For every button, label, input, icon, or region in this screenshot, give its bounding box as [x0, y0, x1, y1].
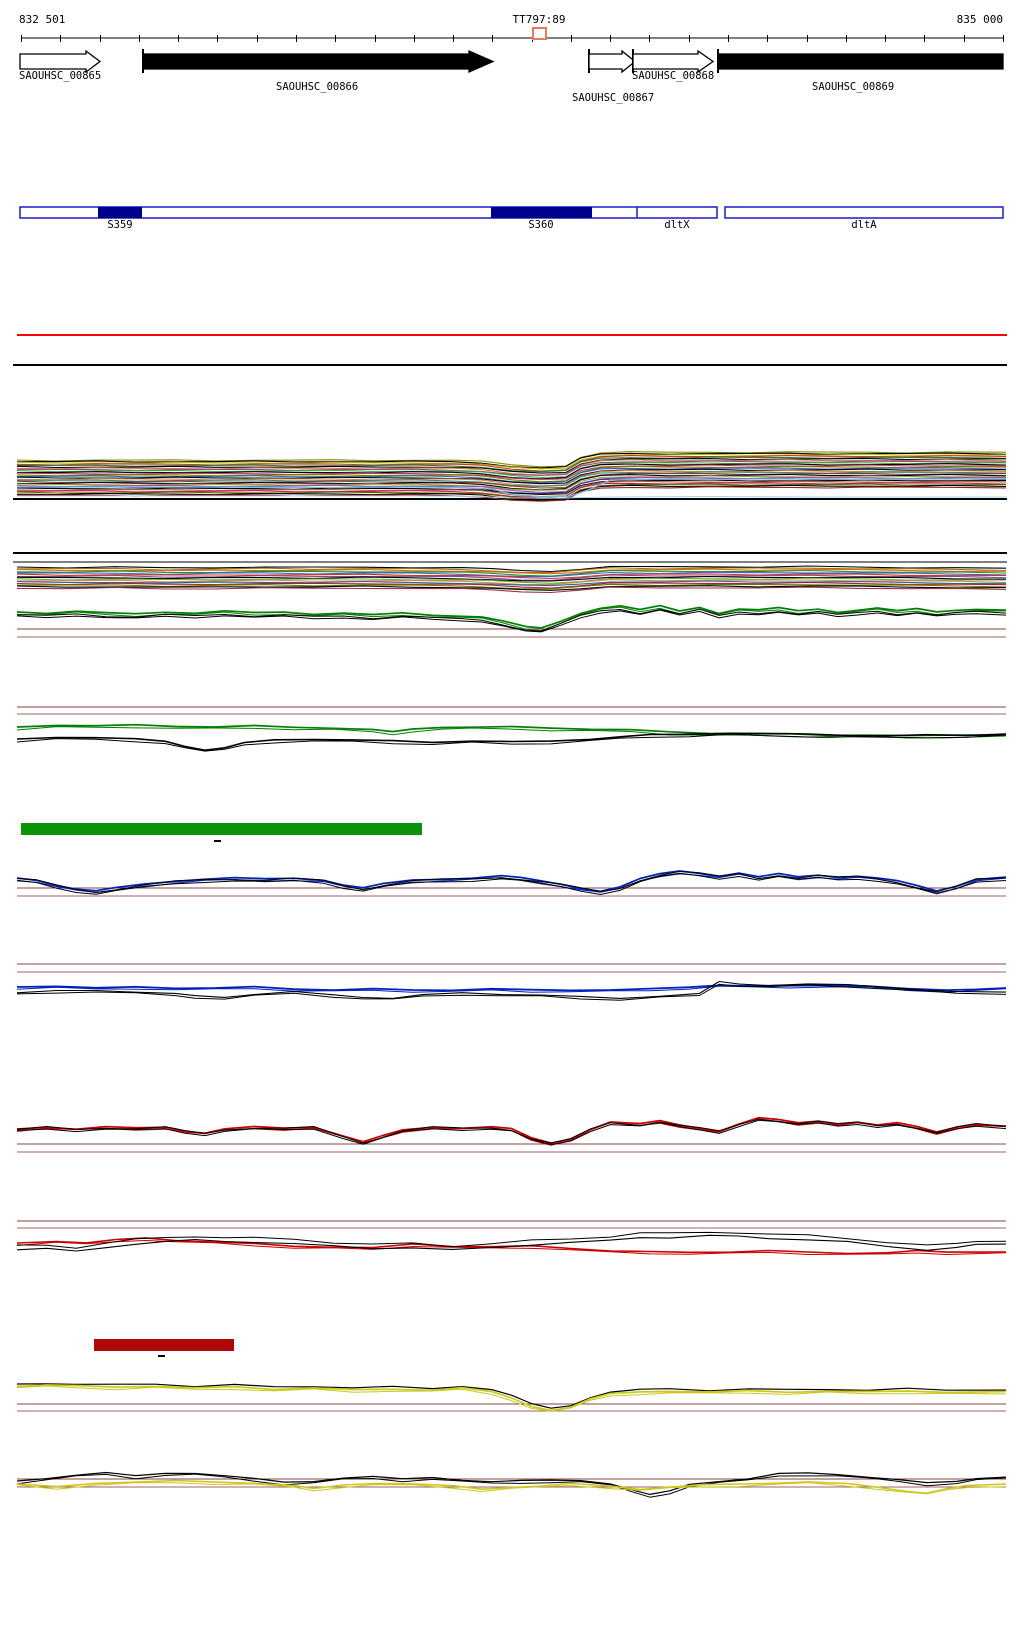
- green-coverage-lower-line: [16, 723, 1006, 737]
- blue-coverage-upper-line: [16, 870, 1007, 894]
- red-coverage-lower-line: [16, 1231, 1007, 1249]
- gene-arrow-SAOUHSC_00869[interactable]: [717, 53, 1004, 70]
- coverage-cluster-main-line: [16, 479, 1007, 495]
- red-coverage-lower-line: [16, 1237, 1006, 1255]
- yellow-coverage-upper-line: [16, 1384, 1007, 1412]
- green-coverage-upper-line: [16, 609, 1007, 633]
- coverage-cluster-main-line: [16, 475, 1007, 491]
- feature-box[interactable]: [724, 206, 1004, 219]
- yellow-coverage-lower-line: [16, 1473, 1007, 1498]
- coverage-cluster-main-line: [16, 484, 1007, 502]
- yellow-coverage-upper-line: [16, 1383, 1007, 1409]
- coverage-cluster-main-line: [16, 482, 1007, 498]
- coverage-cluster-main-line: [16, 473, 1007, 491]
- variant-marker[interactable]: [532, 27, 547, 40]
- gene-label: SAOUHSC_00865: [19, 70, 101, 82]
- gene-arrow-SAOUHSC_00867[interactable]: [588, 49, 637, 74]
- gene-label: SAOUHSC_00868: [632, 70, 714, 82]
- gene-label: SAOUHSC_00867: [572, 92, 654, 104]
- coverage-cluster-main-line: [16, 459, 1007, 476]
- feature-label: dltA: [851, 219, 877, 231]
- coverage-cluster-main-line: [17, 471, 1007, 487]
- green-range-bar-tick: [214, 840, 221, 842]
- gene-arrow-SAOUHSC_00865[interactable]: [19, 49, 102, 74]
- feature-segment[interactable]: [491, 207, 592, 218]
- coverage-cluster-band-line: [16, 586, 1007, 594]
- dark-red-range-bar-tick: [158, 1355, 165, 1357]
- blue-coverage-lower-line: [16, 985, 1007, 993]
- coverage-cluster-band-line: [16, 565, 1007, 573]
- black-coverage-lower-line: [16, 732, 1007, 752]
- coverage-cluster-band-line: [16, 568, 1007, 575]
- gene-label: SAOUHSC_00869: [812, 81, 894, 93]
- blue-coverage-lower-line: [16, 980, 1007, 999]
- green-coverage-upper-line: [16, 606, 1007, 632]
- coverage-cluster-band-line: [16, 577, 1007, 584]
- coverage-cluster-main-line: [16, 469, 1007, 487]
- feature-label: S360: [528, 219, 553, 231]
- red-coverage-upper-line: [16, 1118, 1007, 1144]
- ruler-start-coordinate: 832 501: [19, 13, 66, 26]
- coverage-cluster-band-line: [16, 580, 1007, 587]
- feature-label: dltX: [664, 219, 690, 231]
- ruler-end-coordinate: 835 000: [956, 13, 1003, 26]
- yellow-coverage-lower-line: [16, 1482, 1007, 1495]
- red-coverage-lower-line: [16, 1234, 1007, 1252]
- coverage-cluster-main-line: [16, 486, 1007, 502]
- coverage-cluster-main-line: [16, 465, 1007, 483]
- green-coverage-upper-line: [16, 608, 1007, 632]
- coverage-cluster-main-line: [16, 457, 1007, 474]
- coverage-cluster-main-line: [16, 456, 1007, 473]
- red-coverage-upper-line: [16, 1119, 1007, 1145]
- blue-coverage-lower-line: [16, 983, 1007, 1001]
- coverage-cluster-band-line: [16, 581, 1007, 589]
- coverage-cluster-band-line: [16, 575, 1007, 582]
- coverage-cluster-band-line: [16, 583, 1007, 590]
- blue-coverage-lower-line: [16, 984, 1007, 992]
- green-coverage-upper-line: [16, 604, 1007, 629]
- feature-segment[interactable]: [98, 207, 142, 218]
- coverage-cluster-main-line: [16, 472, 1007, 489]
- coverage-cluster-main-line: [16, 460, 1007, 477]
- black-coverage-lower-line: [16, 733, 1007, 752]
- feature-label: S359: [107, 219, 132, 231]
- coverage-cluster-main-line: [16, 464, 1007, 481]
- coverage-cluster-main-line: [16, 468, 1007, 485]
- coverage-cluster-main-line: [16, 453, 1007, 470]
- green-range-bar[interactable]: [21, 823, 422, 835]
- skyblue-coverage-line: [17, 495, 1006, 499]
- coverage-cluster-main-line: [16, 462, 1007, 479]
- coverage-cluster-main-line: [17, 463, 1007, 480]
- gene-arrow-SAOUHSC_00866[interactable]: [142, 50, 495, 73]
- blue-coverage-upper-line: [16, 872, 1007, 895]
- coverage-cluster-main-line: [16, 467, 1007, 484]
- coverage-cluster-band-line: [16, 569, 1007, 577]
- coverage-cluster-main-line: [16, 476, 1006, 493]
- coverage-cluster-band-line: [16, 567, 1007, 573]
- coverage-cluster-main-line: [16, 455, 1007, 472]
- yellow-coverage-lower-line: [16, 1471, 1007, 1496]
- gene-arrow-SAOUHSC_00868[interactable]: [632, 49, 715, 74]
- dark-red-range-bar[interactable]: [94, 1339, 234, 1351]
- coverage-cluster-band-line: [17, 574, 1007, 581]
- coverage-cluster-band-line: [16, 573, 1007, 580]
- coverage-cluster-band-line: [16, 585, 1007, 591]
- coverage-cluster-band-line: [16, 571, 1007, 578]
- yellow-coverage-lower-line: [16, 1479, 1007, 1494]
- red-coverage-upper-line: [16, 1118, 1007, 1146]
- coverage-cluster-main-line: [16, 451, 1007, 468]
- coverage-cluster-main-line: [16, 452, 1007, 469]
- coverage-cluster-band-line: [16, 579, 1007, 586]
- skyblue-coverage-line: [17, 478, 1006, 498]
- variant-marker-label: TT797:89: [512, 13, 566, 26]
- yellow-coverage-upper-line: [16, 1385, 1007, 1412]
- feature-box[interactable]: [19, 206, 718, 219]
- gene-label: SAOUHSC_00866: [276, 81, 358, 93]
